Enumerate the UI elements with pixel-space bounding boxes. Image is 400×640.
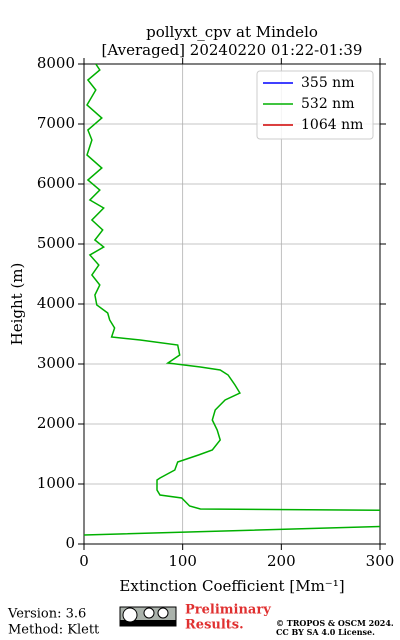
copyright: CC BY SA 4.0 License.	[276, 627, 375, 637]
y-tick-label: 8000	[37, 54, 75, 72]
preliminary: Preliminary	[185, 603, 271, 618]
legend-label: 355 nm	[301, 75, 354, 91]
chart-title: pollyxt_cpv at Mindelo	[146, 23, 318, 41]
legend-label: 1064 nm	[301, 117, 363, 133]
x-tick-label: 0	[79, 552, 89, 570]
version: Version: 3.6	[7, 607, 86, 622]
x-tick-label: 100	[168, 552, 197, 570]
x-tick-label: 300	[366, 552, 395, 570]
legend-label: 532 nm	[301, 96, 354, 112]
preliminary: Results.	[185, 618, 244, 633]
legend-box	[256, 70, 374, 140]
y-tick-label: 4000	[37, 294, 75, 312]
y-tick-label: 5000	[37, 234, 75, 252]
copyright: © TROPOS & OSCM 2024.	[276, 618, 394, 628]
method: Method: Klett	[8, 623, 100, 638]
y-tick-label: 2000	[37, 414, 75, 432]
y-tick-label: 6000	[37, 174, 75, 192]
y-axis-label: Height (m)	[8, 263, 26, 346]
cc-badge	[119, 606, 177, 627]
plot-area	[84, 64, 380, 536]
y-tick-label: 1000	[37, 474, 75, 492]
plot-frame	[83, 63, 381, 545]
chart-title: [Averaged] 20240220 01:22-01:39	[102, 41, 363, 59]
y-tick-label: 0	[65, 534, 75, 552]
x-tick-label: 200	[267, 552, 296, 570]
x-axis-label: Extinction Coefficient [Mm⁻¹]	[119, 577, 344, 595]
profile-line	[84, 64, 380, 536]
y-tick-label: 3000	[37, 354, 75, 372]
y-tick-label: 7000	[37, 114, 75, 132]
